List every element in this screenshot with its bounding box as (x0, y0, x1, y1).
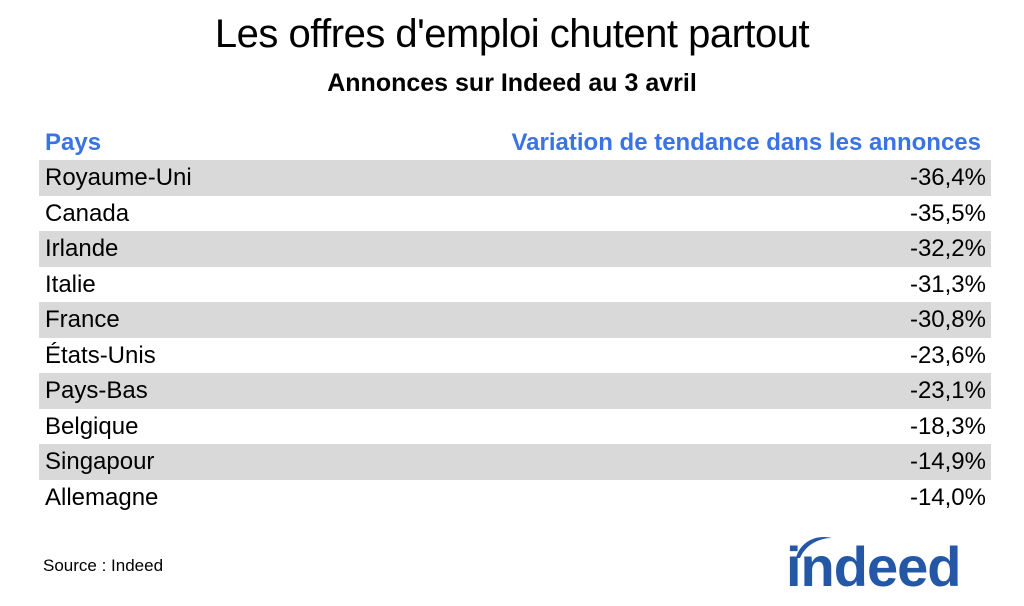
row-value: -31,3% (909, 270, 986, 298)
indeed-logo: indeed (784, 528, 996, 594)
row-country: Italie (45, 270, 96, 298)
row-country: États-Unis (45, 341, 156, 369)
row-value: -30,8% (909, 306, 986, 333)
data-table: Pays Variation de tendance dans les anno… (39, 126, 991, 515)
table-row: Allemagne -14,0% (39, 480, 991, 516)
row-country: Royaume-Uni (45, 164, 192, 191)
row-country: Allemagne (45, 483, 159, 511)
chart-subtitle: Annonces sur Indeed au 3 avril (327, 69, 697, 97)
row-value: -32,2% (909, 235, 986, 262)
table-row: Singapour -14,9% (39, 444, 991, 480)
table-row: France -30,8% (39, 302, 991, 338)
row-value: -36,4% (909, 164, 986, 191)
row-country: France (45, 306, 120, 333)
row-value: -23,6% (909, 341, 986, 369)
table-row: Italie -31,3% (39, 267, 991, 303)
header-country: Pays (45, 129, 102, 156)
row-value: -23,1% (909, 377, 986, 404)
chart-title: Les offres d'emploi chutent partout (214, 12, 810, 56)
table-row: Belgique -18,3% (39, 409, 991, 445)
table-body: Royaume-Uni -36,4% Canada -35,5% Irlande -32,… (39, 160, 991, 515)
row-value: -14,0% (909, 483, 986, 511)
row-country: Singapour (45, 448, 155, 475)
table-row: Canada -35,5% (39, 196, 991, 232)
table-header: Pays Variation de tendance dans les anno… (39, 126, 991, 160)
row-country: Pays-Bas (45, 377, 148, 404)
row-country: Canada (45, 199, 130, 227)
row-country: Belgique (45, 412, 139, 440)
header-value: Variation de tendance dans les annonces (511, 129, 982, 156)
table-row: Royaume-Uni -36,4% (39, 160, 991, 196)
row-value: -18,3% (909, 412, 986, 440)
indeed-logo-svg: indeed (786, 535, 961, 594)
row-country: Irlande (45, 235, 119, 262)
table-row: États-Unis -23,6% (39, 338, 991, 374)
row-value: -14,9% (909, 448, 986, 475)
table-row: Irlande -32,2% (39, 231, 991, 267)
table-row: Pays-Bas -23,1% (39, 373, 991, 409)
indeed-logo-text: indeed (786, 535, 960, 594)
indeed-logo-arc (796, 536, 832, 558)
row-value: -35,5% (909, 199, 986, 227)
source-note: Source : Indeed (43, 556, 164, 575)
